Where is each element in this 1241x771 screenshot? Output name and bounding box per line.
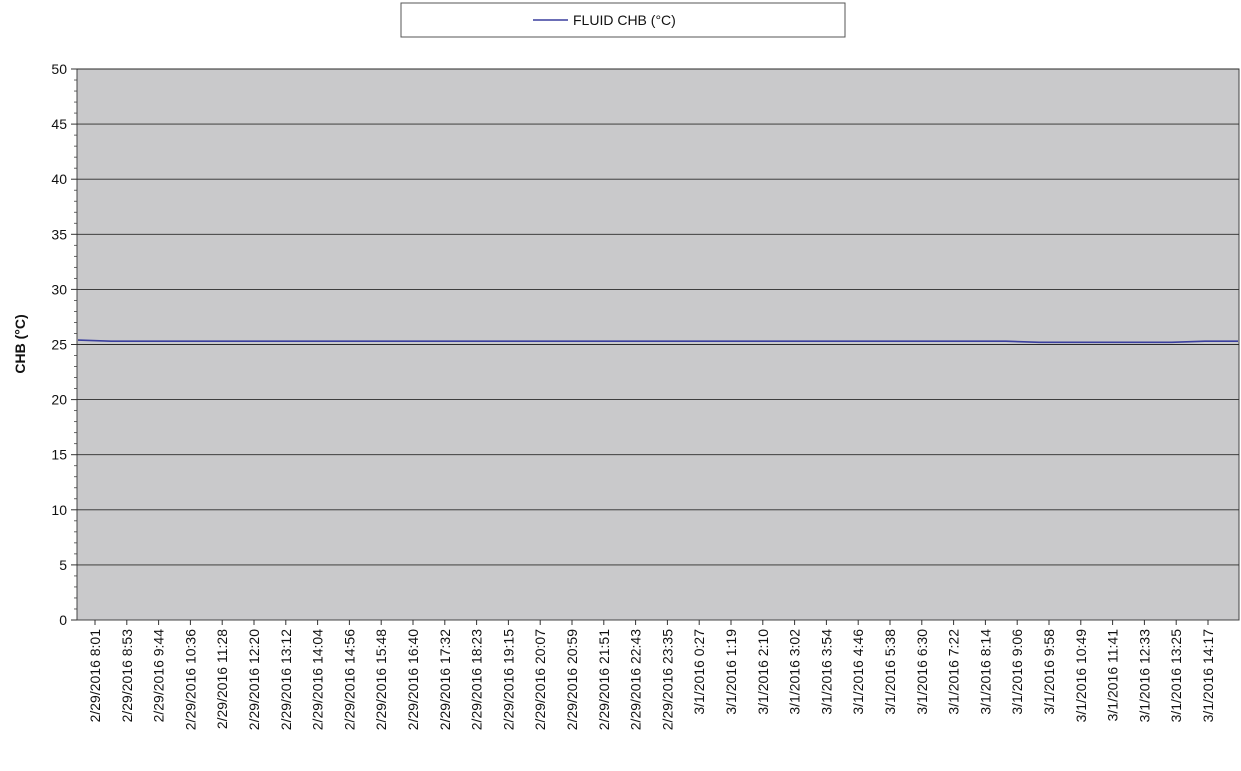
x-tick-label: 2/29/2016 23:35 <box>659 629 675 730</box>
x-tick-label: 3/1/2016 11:41 <box>1105 629 1121 722</box>
x-tick-label: 2/29/2016 16:40 <box>405 629 421 730</box>
x-tick-label: 2/29/2016 17:32 <box>437 629 453 730</box>
x-tick-label: 3/1/2016 14:17 <box>1200 629 1216 723</box>
x-tick-label: 3/1/2016 9:06 <box>1009 629 1025 715</box>
gridlines <box>77 68 1239 566</box>
y-tick-label: 35 <box>51 226 67 242</box>
x-tick-label: 3/1/2016 4:46 <box>850 629 866 715</box>
legend: FLUID CHB (°C) <box>400 2 846 38</box>
x-tick-label: 2/29/2016 15:48 <box>373 629 389 730</box>
legend-box <box>400 2 846 38</box>
x-tick-label: 3/1/2016 10:49 <box>1073 629 1089 723</box>
series-layer <box>77 339 1238 344</box>
legend-label: FLUID CHB (°C) <box>573 12 676 28</box>
x-tick-label: 2/29/2016 13:12 <box>278 629 294 730</box>
x-tick-label: 2/29/2016 8:01 <box>87 629 103 723</box>
y-tick-label: 30 <box>51 281 67 297</box>
x-tick-label: 2/29/2016 14:04 <box>310 629 326 730</box>
x-tick-label: 3/1/2016 9:58 <box>1041 629 1057 715</box>
x-tick-label: 3/1/2016 3:02 <box>787 629 803 715</box>
x-tick-label: 3/1/2016 13:25 <box>1168 629 1184 723</box>
x-tick-label: 3/1/2016 8:14 <box>977 629 993 715</box>
x-tick-label: 3/1/2016 3:54 <box>818 629 834 715</box>
x-tick-label: 2/29/2016 11:28 <box>214 629 230 729</box>
x-tick-label: 2/29/2016 21:51 <box>596 629 612 730</box>
y-tick-label: 20 <box>51 392 67 408</box>
x-tick-label: 2/29/2016 19:15 <box>500 629 516 730</box>
series-line-fluid-chb <box>77 339 1238 344</box>
x-tick-label: 3/1/2016 7:22 <box>946 629 962 715</box>
x-tick-label: 3/1/2016 0:27 <box>691 629 707 715</box>
x-tick-label: 2/29/2016 14:56 <box>341 629 357 730</box>
x-tick-label: 2/29/2016 18:23 <box>469 629 485 730</box>
x-tick-label: 2/29/2016 10:36 <box>182 629 198 730</box>
x-tick-label: 3/1/2016 6:30 <box>914 629 930 715</box>
y-tick-label: 5 <box>59 557 67 573</box>
x-tick-label: 2/29/2016 22:43 <box>628 629 644 730</box>
x-tick-label: 2/29/2016 9:44 <box>151 629 167 723</box>
x-tick-label: 2/29/2016 20:59 <box>564 629 580 730</box>
y-tick-label: 45 <box>51 116 67 132</box>
x-tick-label: 2/29/2016 20:07 <box>532 629 548 730</box>
y-tick-label: 0 <box>59 612 67 628</box>
y-axis: 0 5 10 15 20 25 30 35 40 45 50 <box>51 61 77 628</box>
x-tick-label: 3/1/2016 1:19 <box>723 629 739 715</box>
x-tick-label: 3/1/2016 12:33 <box>1136 629 1152 723</box>
x-tick-label: 2/29/2016 12:20 <box>246 629 262 730</box>
y-tick-label: 40 <box>51 171 67 187</box>
y-axis-title: CHB (°C) <box>12 314 28 373</box>
x-tick-label: 2/29/2016 8:53 <box>119 629 135 723</box>
x-axis: 2/29/2016 8:01 2/29/2016 8:53 2/29/2016 9:… <box>87 620 1216 730</box>
y-tick-label: 15 <box>51 447 67 463</box>
y-tick-label: 10 <box>51 502 67 518</box>
x-tick-label: 3/1/2016 5:38 <box>882 629 898 715</box>
y-tick-label: 25 <box>51 337 67 353</box>
y-tick-label: 50 <box>51 61 67 77</box>
x-tick-label: 3/1/2016 2:10 <box>755 629 771 715</box>
